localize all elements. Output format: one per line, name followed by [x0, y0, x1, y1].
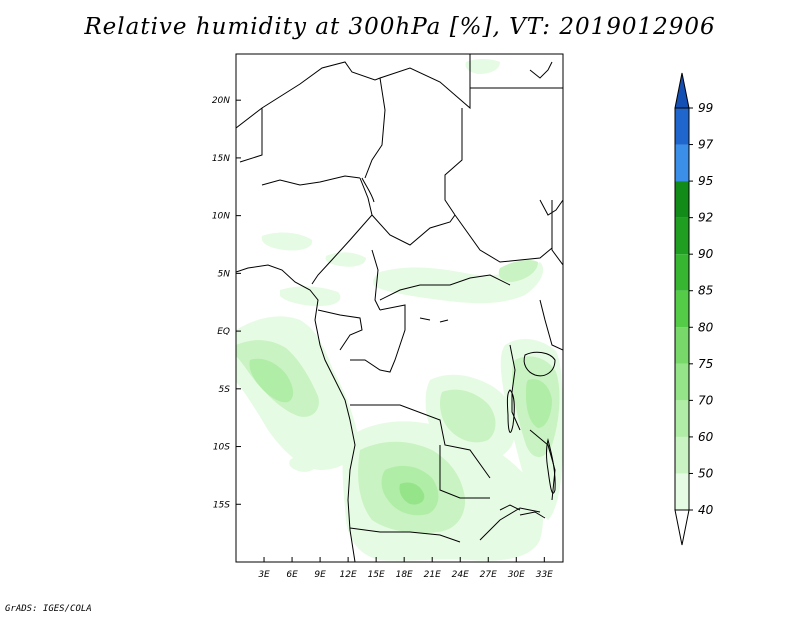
border-sudan-south-sudan [454, 214, 553, 263]
colorbar-segment [675, 144, 689, 182]
colorbar-label: 80 [698, 320, 714, 334]
humidity-region-coast [280, 286, 341, 306]
lat-tick-label: 5S [219, 385, 231, 395]
border-car-congo-drc [379, 274, 511, 301]
colorbar-top-arrow [674, 72, 690, 109]
coastline-west [236, 264, 356, 562]
grads-credit: GrADS: IGES/COLA [5, 604, 92, 614]
humidity-region-nile [465, 59, 500, 74]
lat-tick-label: 15S [213, 500, 230, 510]
lat-tick-label: 10N [212, 212, 230, 222]
colorbar-segment [675, 436, 689, 474]
colorbar-segment [675, 217, 689, 255]
lon-tick-label: 15E [368, 570, 385, 580]
colorbar-segment [675, 108, 689, 145]
drc-internal-2 [439, 319, 449, 323]
zimbabwe-lake [519, 511, 546, 519]
latitude-axis: 20N 15N 10N 5N EQ 5S 10S 15S [212, 96, 241, 510]
colorbar-label: 85 [698, 284, 713, 298]
border-algeria-niger [236, 61, 381, 129]
humidity-region-south-coast [289, 454, 318, 472]
colorbar-label: 90 [698, 247, 714, 261]
border-tanzania [529, 429, 556, 501]
lat-tick-label: 10S [213, 443, 230, 453]
lon-tick-label: 33E [536, 570, 553, 580]
humidity-region-congo-inner [440, 389, 496, 443]
humidity-region-north-band-inner [498, 260, 538, 282]
sudan-internal [361, 177, 375, 203]
border-angola-namibia [349, 527, 461, 543]
lon-tick-label: 30E [508, 570, 525, 580]
humidity-shading [236, 59, 563, 561]
lake-malawi [546, 439, 556, 494]
border-cameroon-car [371, 249, 381, 311]
border-uganda-kenya [539, 299, 563, 351]
lake-tanganyika [506, 389, 515, 433]
border-chad-car [371, 214, 456, 246]
nile-delta [539, 199, 563, 216]
colorbar-label: 75 [698, 357, 713, 371]
colorbar-label: 70 [698, 393, 714, 407]
map-frame [235, 53, 564, 563]
colorbar-segment [675, 181, 689, 218]
lat-tick-label: 20N [212, 96, 230, 106]
lon-tick-label: 3E [258, 570, 270, 580]
humidity-region-east-core [526, 379, 552, 428]
border-congo-drc [350, 304, 406, 373]
border-drc-angola [350, 404, 491, 479]
colorbar-segment [675, 400, 689, 437]
colorbar-segment [675, 473, 689, 510]
colorbar-label: 97 [698, 138, 714, 152]
lat-tick-label: EQ [217, 327, 230, 337]
colorbar-segment [675, 254, 689, 291]
colorbar: 40 50 60 70 75 80 85 90 92 95 97 99 [674, 72, 714, 546]
humidity-region-south-peak [399, 482, 425, 505]
border-mali-niger [239, 108, 263, 163]
border-ethiopia [551, 200, 563, 266]
colorbar-label: 40 [698, 503, 714, 517]
colorbar-label: 99 [698, 101, 713, 115]
border-libya-niger [379, 54, 471, 110]
colorbar-frame [674, 107, 690, 511]
border-niger-chad [364, 77, 386, 179]
map-title: Relative humidity at 300hPa [%], VT: 201… [84, 14, 716, 40]
colorbar-bottom-arrow [674, 509, 690, 546]
colorbar-segment [675, 327, 689, 364]
border-gabon [317, 309, 363, 351]
drc-internal-1 [419, 317, 431, 321]
border-zambia-zimbabwe [479, 507, 541, 541]
longitude-axis: 3E 6E 9E 12E 15E 18E 21E 24E 27E 30E 33E [258, 557, 553, 580]
border-angola-zambia [439, 445, 490, 499]
lon-tick-label: 18E [396, 570, 413, 580]
lon-tick-label: 21E [424, 570, 441, 580]
lake-victoria [523, 351, 556, 377]
border-chad-sudan [444, 108, 463, 216]
red-sea-coast [529, 61, 553, 79]
lon-tick-label: 12E [340, 570, 357, 580]
humidity-region-nigeria [261, 232, 313, 251]
country-borders [236, 54, 563, 562]
lat-tick-label: 15N [212, 154, 230, 164]
humidity-region-west-core [249, 358, 294, 403]
colorbar-label: 92 [698, 211, 713, 225]
lon-tick-label: 24E [452, 570, 469, 580]
zambia-lakes [499, 504, 521, 511]
colorbar-segment [675, 363, 689, 401]
lon-tick-label: 6E [286, 570, 298, 580]
lat-tick-label: 5N [218, 269, 231, 279]
colorbar-label: 60 [698, 430, 714, 444]
lon-tick-label: 27E [480, 570, 497, 580]
colorbar-label: 95 [698, 174, 713, 188]
colorbar-label: 50 [698, 466, 714, 480]
lon-tick-label: 9E [314, 570, 326, 580]
border-nigeria-cameroon [311, 177, 373, 285]
colorbar-segment [675, 290, 689, 328]
border-niger-nigeria [261, 175, 361, 186]
